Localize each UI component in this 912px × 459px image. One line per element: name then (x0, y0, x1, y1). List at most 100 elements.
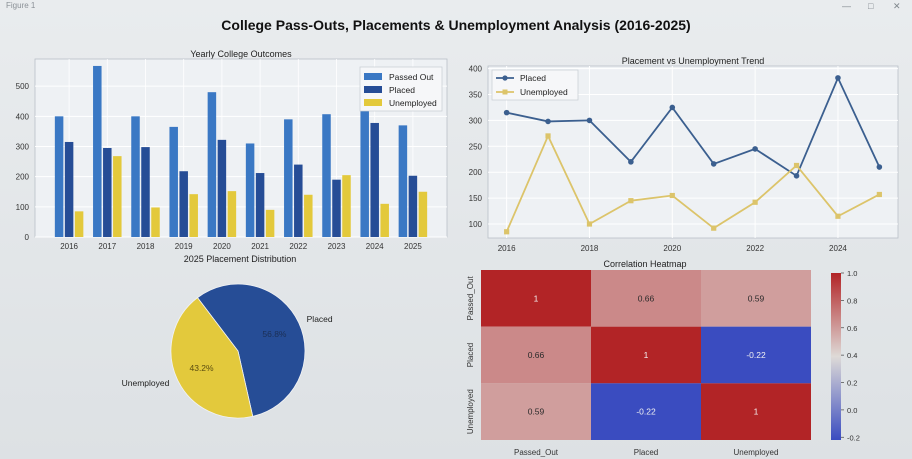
bar-placed (141, 147, 150, 237)
line-x-tick-label: 2024 (829, 244, 847, 253)
heatmap-title: Correlation Heatmap (603, 259, 687, 269)
bar-placed (179, 171, 188, 237)
bar-x-tick-label: 2018 (137, 242, 155, 251)
bar-y-tick-label: 300 (16, 142, 30, 151)
figure-suptitle: College Pass-Outs, Placements & Unemploy… (221, 17, 691, 33)
bar-passed-out (245, 143, 255, 237)
minimize-button[interactable]: — (842, 1, 851, 11)
bar-unemployed (342, 175, 351, 237)
heatmap-cell-label: 0.59 (528, 407, 545, 417)
pie-chart-title: 2025 Placement Distribution (183, 254, 297, 264)
line-y-tick-label: 150 (469, 194, 483, 203)
line-point-unemployed (586, 221, 593, 227)
bar-placed (103, 148, 112, 237)
heatmap-row-label: Unemployed (466, 389, 475, 434)
line-x-tick-label: 2020 (663, 244, 681, 253)
heatmap-colorbar-label: 0.4 (847, 351, 857, 360)
window-titlebar: Figure 1 — □ ✕ (0, 0, 912, 14)
line-point-unemployed (545, 133, 551, 139)
bar-placed (332, 179, 341, 237)
pie-category-label: Placed (307, 314, 333, 324)
line-point-placed (586, 117, 593, 124)
bar-x-tick-label: 2021 (251, 242, 269, 251)
bar-placed (217, 139, 227, 237)
line-point-placed (876, 164, 883, 170)
maximize-button[interactable]: □ (868, 1, 874, 11)
heatmap-cell (701, 326, 811, 384)
heatmap-cell (481, 326, 591, 384)
heatmap-cell-label: 0.59 (748, 293, 765, 303)
bar-placed (255, 173, 265, 237)
bar-y-tick-label: 400 (16, 112, 30, 121)
bar-placed (370, 122, 379, 237)
bar-passed-out (207, 92, 217, 238)
heatmap-cell (591, 383, 701, 440)
heatmap-colorbar-label: -0.2 (847, 433, 860, 442)
heatmap-colorbar-label: 0.0 (847, 406, 857, 415)
line-point-placed (628, 159, 634, 165)
line-y-tick-label: 350 (469, 90, 483, 99)
line-y-tick-label: 100 (469, 220, 483, 229)
heatmap-cell (481, 383, 591, 440)
heatmap-colorbar-label: 0.2 (847, 379, 857, 388)
heatmap-cell (701, 383, 811, 440)
bar-passed-out (360, 105, 369, 237)
line-point-unemployed (835, 213, 841, 219)
bar-passed-out (322, 114, 331, 237)
line-legend: Placed Unemployed (491, 69, 579, 101)
heatmap-cell-label: 0.66 (528, 350, 545, 360)
bar-legend-swatch (364, 73, 382, 80)
line-series-unemployed (505, 133, 880, 233)
heatmap-colorbar-label: 1.0 (847, 269, 857, 278)
bar-unemployed (418, 191, 428, 237)
heatmap-cell (591, 270, 701, 327)
pie-slice-placed (196, 283, 306, 417)
line-y-tick-label: 300 (469, 116, 483, 125)
line-point-placed (710, 161, 717, 167)
bar-x-tick-label: 2017 (98, 242, 116, 251)
bar-unemployed (113, 156, 122, 237)
heatmap-col-label: Passed_Out (514, 448, 559, 457)
bar-x-tick-label: 2019 (175, 242, 193, 251)
bar-y-tick-label: 0 (25, 233, 30, 242)
bar-y-tick-label: 200 (16, 173, 30, 182)
line-point-placed (752, 146, 758, 152)
heatmap-colorbar-label: 0.6 (847, 324, 857, 333)
bar-unemployed (304, 194, 313, 237)
bar-passed-out (169, 126, 178, 237)
pie-category-label: Unemployed (122, 378, 170, 388)
close-button[interactable]: ✕ (893, 1, 901, 11)
heatmap-row-label: Placed (466, 343, 475, 367)
heatmap-cell-label: 1 (754, 407, 759, 417)
bar-unemployed (227, 191, 237, 237)
line-legend-label: Unemployed (520, 87, 568, 97)
line-point-unemployed (504, 229, 510, 235)
bar-placed (294, 164, 303, 237)
heatmap-cell (481, 270, 591, 327)
bar-passed-out (93, 65, 102, 237)
line-point-placed (503, 109, 510, 116)
line-x-tick-label: 2018 (581, 244, 599, 253)
bar-passed-out (284, 119, 293, 237)
bar-legend-swatch (364, 86, 382, 93)
heatmap-cell-label: 1 (534, 293, 539, 303)
bar-passed-out (131, 116, 140, 237)
heatmap-cell-label: 1 (644, 350, 649, 360)
bar-y-tick-label: 100 (16, 203, 30, 212)
bar-legend-swatch (364, 99, 382, 106)
line-point-unemployed (793, 162, 800, 169)
bar-x-tick-label: 2025 (404, 242, 422, 251)
line-chart-title: Placement vs Unemployment Trend (621, 56, 765, 66)
bar-placed (64, 141, 74, 237)
heatmap-cell-label: -0.22 (636, 407, 656, 417)
line-point-placed (669, 104, 676, 111)
line-legend-marker (502, 75, 508, 81)
bar-unemployed (151, 207, 160, 237)
bar-placed (408, 175, 418, 237)
bar-unemployed (380, 203, 389, 237)
line-legend-marker (502, 89, 508, 95)
heatmap-row-label: Passed_Out (466, 276, 475, 321)
bar-x-tick-label: 2023 (328, 242, 346, 251)
